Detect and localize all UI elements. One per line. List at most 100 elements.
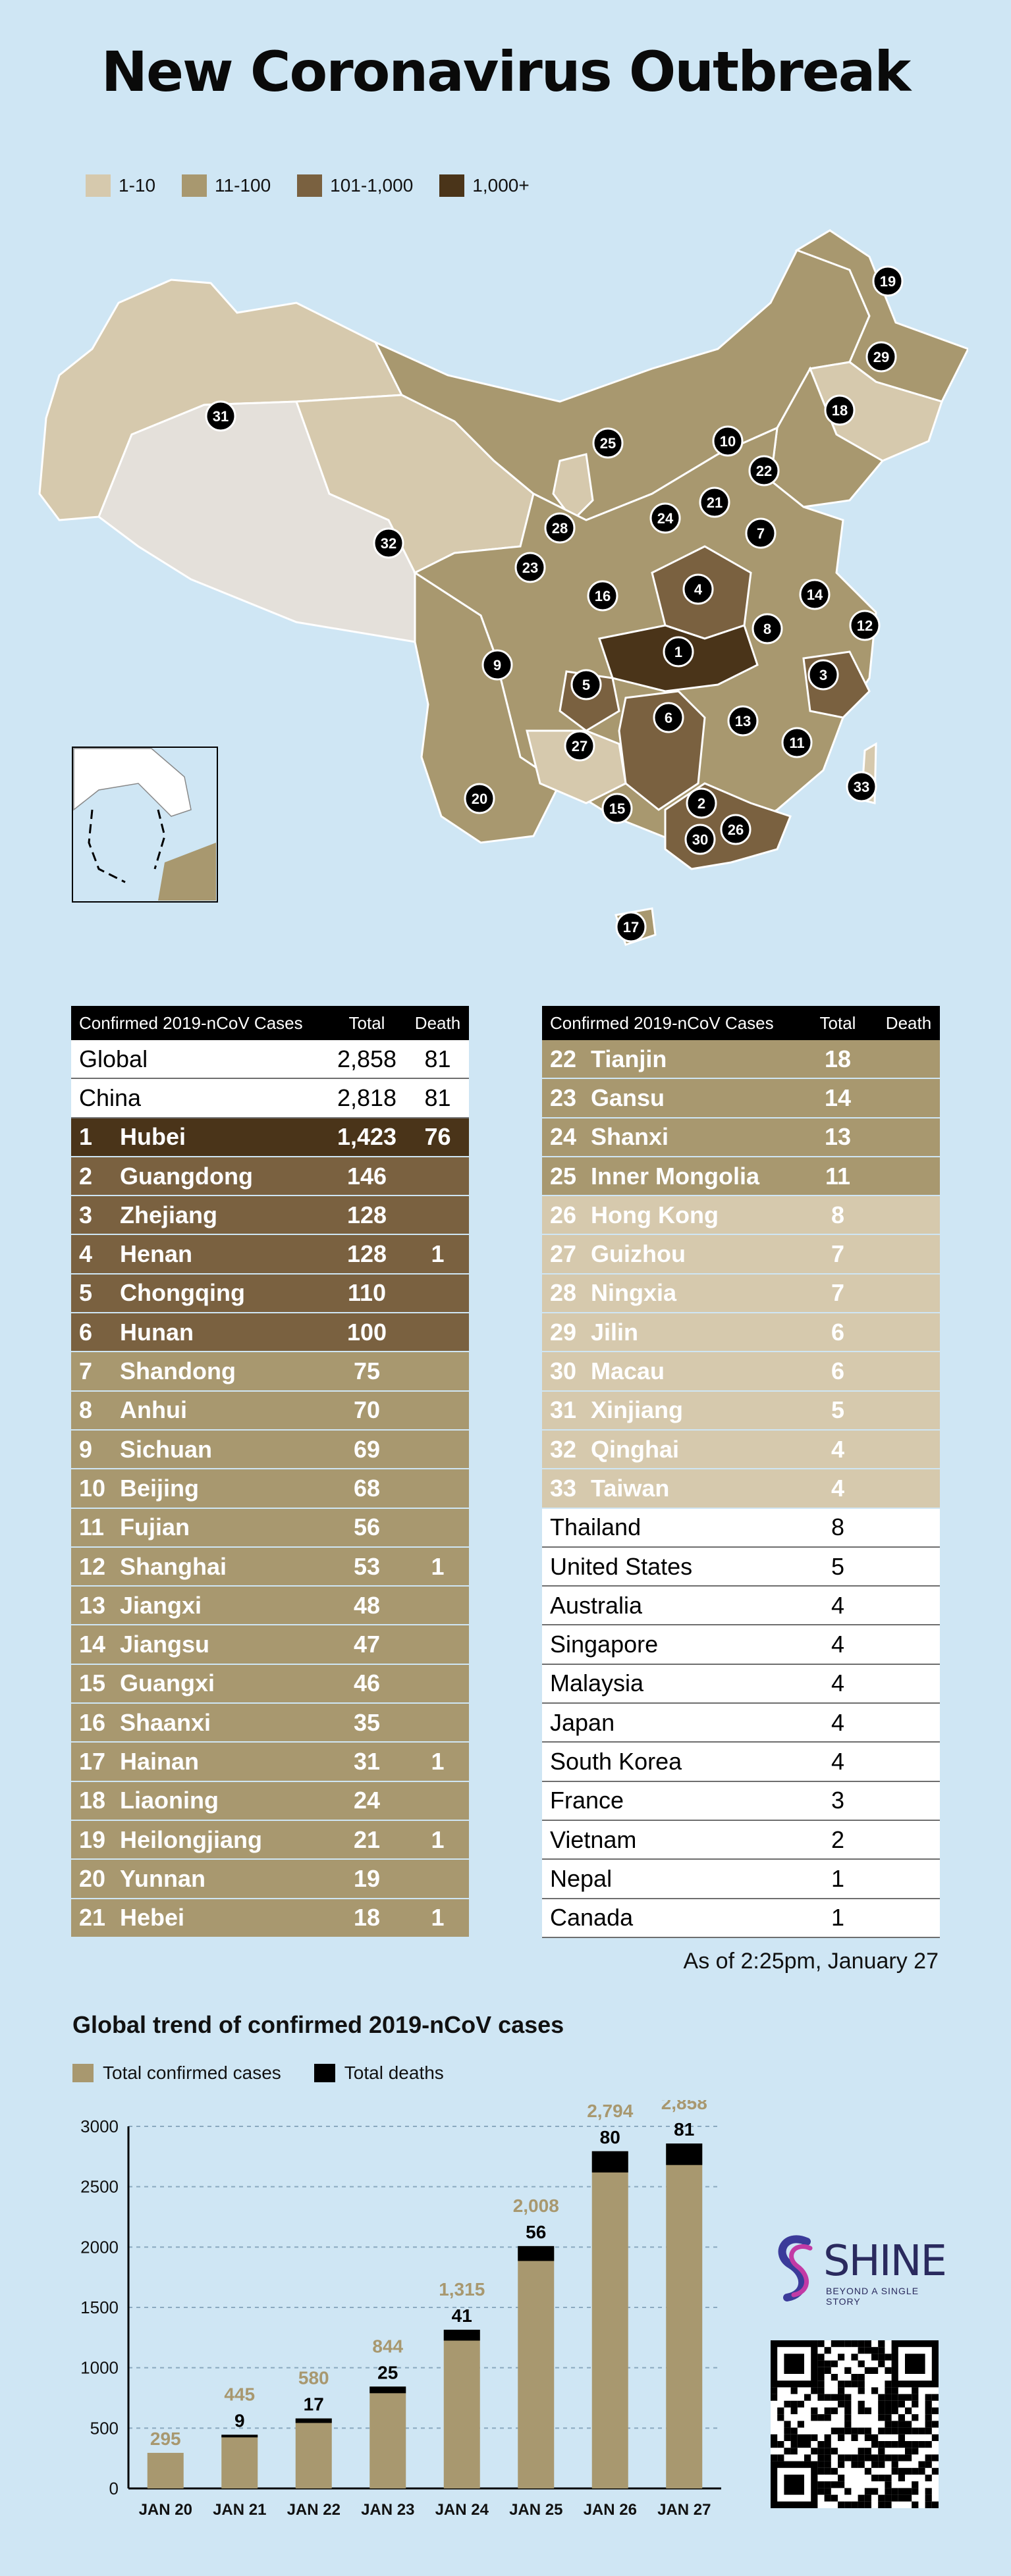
x-tick-label: JAN 21 (213, 2501, 266, 2519)
row-name: Guangdong (120, 1162, 253, 1190)
qr-module (838, 2481, 845, 2488)
map-marker: 21 (699, 486, 730, 518)
map-marker: 17 (615, 911, 647, 943)
cell-total: 18 (353, 1904, 381, 1932)
qr-module (871, 2347, 879, 2354)
cell-total: 56 (353, 1513, 381, 1541)
map-marker: 2 (686, 787, 717, 819)
qr-module (824, 2461, 831, 2468)
qr-module (931, 2434, 939, 2441)
map-marker: 10 (712, 425, 744, 457)
qr-finder-core (784, 2475, 804, 2495)
marker-label: 33 (854, 779, 869, 795)
qr-module (838, 2394, 845, 2401)
row-name: Thailand (550, 1513, 642, 1541)
qr-module (838, 2434, 845, 2441)
cell-total: 2,818 (337, 1084, 397, 1111)
qr-module (858, 2454, 865, 2461)
x-tick-label: JAN 24 (435, 2501, 489, 2519)
map-marker: 3 (807, 659, 839, 691)
map-legend: 1-10 11-100 101-1,000 1,000+ (86, 174, 530, 197)
marker-circle (699, 486, 730, 518)
row-name: Hong Kong (591, 1201, 719, 1228)
qr-module (885, 2367, 892, 2374)
marker-label: 23 (522, 560, 538, 576)
qr-module (891, 2467, 898, 2475)
cell-name: Japan (542, 1709, 798, 1737)
legend-swatch (182, 174, 207, 197)
map-marker: 20 (464, 783, 495, 814)
map-marker: 27 (564, 730, 595, 762)
table-row: 17 Hainan 31 1 (71, 1743, 469, 1782)
qr-module (864, 2494, 871, 2502)
qr-module (891, 2488, 898, 2495)
cell-total: 6 (831, 1357, 845, 1385)
marker-circle (807, 659, 839, 691)
qr-module (790, 2448, 798, 2455)
qr-module (811, 2434, 818, 2441)
qr-module (871, 2441, 879, 2448)
map-marker: 28 (544, 512, 576, 544)
qr-module (784, 2421, 791, 2428)
qr-module (771, 2454, 778, 2461)
data-label-deaths: 81 (674, 2119, 694, 2140)
qr-module (844, 2414, 852, 2421)
map-marker: 33 (846, 771, 877, 802)
bar-confirmed (369, 2386, 406, 2488)
row-rank: 3 (79, 1201, 93, 1228)
cell-total: 5 (831, 1396, 845, 1424)
row-name: United States (550, 1552, 693, 1580)
data-label-deaths: 9 (234, 2410, 245, 2431)
x-tick-label: JAN 23 (361, 2501, 414, 2519)
qr-module (878, 2340, 885, 2348)
cell-total: 11 (825, 1162, 851, 1190)
qr-module (912, 2441, 919, 2448)
qr-module (858, 2387, 865, 2394)
qr-module (831, 2481, 838, 2488)
qr-module (871, 2454, 879, 2461)
country-row: United States 5 (542, 1547, 940, 1587)
qr-module (858, 2448, 865, 2455)
qr-module (844, 2340, 852, 2348)
south-china-sea-inset (72, 747, 218, 903)
legend-swatch (86, 174, 111, 197)
qr-module (878, 2441, 885, 2448)
qr-module (858, 2347, 865, 2354)
qr-module (905, 2454, 912, 2461)
y-tick-label: 3000 (80, 2116, 119, 2136)
table-row: 30 Macau 6 (542, 1352, 940, 1392)
qr-module (817, 2461, 825, 2468)
marker-label: 14 (807, 587, 823, 603)
row-rank: 23 (550, 1084, 577, 1111)
qr-module (905, 2407, 912, 2415)
qr-module (918, 2461, 925, 2468)
table-row: 11 Fujian 56 (71, 1508, 469, 1548)
shine-tagline: BEYOND A SINGLE STORY (826, 2286, 919, 2307)
table-row: 33 Taiwan 4 (542, 1469, 940, 1509)
qr-module (864, 2347, 871, 2354)
row-rank: 13 (79, 1591, 106, 1619)
row-name: Sichuan (120, 1435, 213, 1463)
table-row: 29 Jilin 6 (542, 1313, 940, 1353)
qr-module (838, 2380, 845, 2388)
qr-module (871, 2488, 879, 2495)
table-row: 12 Shanghai 53 1 (71, 1547, 469, 1587)
map-marker: 11 (781, 727, 813, 758)
qr-module (817, 2394, 825, 2401)
row-rank: 31 (550, 1396, 577, 1424)
country-row: Singapore 4 (542, 1625, 940, 1665)
cell-name: Singapore (542, 1631, 798, 1658)
marker-circle (846, 771, 877, 802)
qr-module (851, 2461, 858, 2468)
cell-total: 7 (831, 1240, 845, 1268)
table-row: 6 Hunan 100 (71, 1313, 469, 1353)
cell-death: 76 (424, 1123, 451, 1151)
map-marker: 29 (865, 341, 897, 373)
data-label-confirmed: 2,794 (587, 2101, 633, 2121)
qr-module (790, 2407, 798, 2415)
row-rank: 6 (79, 1318, 93, 1346)
qr-module (817, 2367, 825, 2374)
qr-module (878, 2394, 885, 2401)
map-marker: 7 (745, 517, 777, 549)
region-southwest (414, 571, 561, 844)
